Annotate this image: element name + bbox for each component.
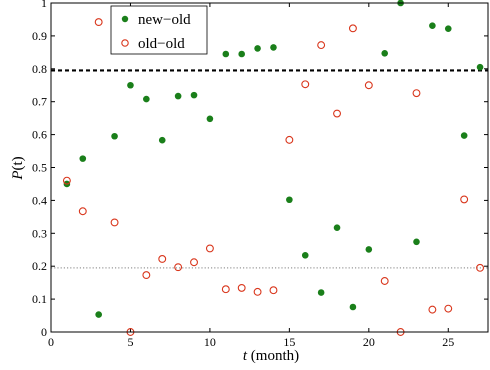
data-point-old-old [269,286,278,295]
x-tick-label: 25 [442,335,454,349]
data-point-old-old [190,258,198,267]
data-point-new-old [429,22,436,30]
data-point-old-old [237,283,246,292]
x-tick-label: 15 [283,335,295,349]
legend: new−old old−old [110,5,208,55]
data-point-old-old [444,304,453,313]
data-point-new-old [222,50,230,58]
data-point-new-old [174,92,182,100]
data-point-new-old [476,63,484,71]
data-point-new-old [190,91,198,99]
series-old-old-points [62,18,485,336]
series-new-old-points [63,0,484,318]
data-point-new-old [349,303,357,311]
data-point-old-old [364,81,373,90]
data-point-old-old [476,263,485,272]
data-point-old-old [205,244,214,253]
data-point-new-old [143,95,150,103]
data-point-new-old [270,44,277,51]
y-axis-label-variable: P [10,171,26,181]
data-point-new-old [365,246,373,253]
data-point-old-old [301,80,310,89]
y-tick-label: 0.6 [32,128,47,142]
x-axis-label-unit: (month) [247,348,299,364]
y-axis-label: P(t) [10,156,26,180]
y-tick-label: 0 [41,325,47,339]
data-point-new-old [381,50,389,57]
data-point-old-old [428,305,437,314]
data-point-old-old [380,277,389,285]
y-axis-ticks: 0 0.1 0.2 0.3 0.4 0.5 0.6 0.7 0.8 0.9 1 [32,0,488,339]
data-point-new-old [127,81,134,89]
legend-label-old-old: old−old [138,36,185,52]
x-axis-label: t (month) [243,348,299,364]
y-tick-label: 0.8 [32,62,47,76]
data-point-old-old [174,263,183,272]
x-axis-ticks: 0 5 10 15 20 25 [48,3,454,349]
y-tick-label: 0.2 [32,259,47,273]
data-point-new-old [254,45,261,52]
y-tick-label: 0.9 [32,29,47,43]
data-point-old-old [94,18,103,27]
data-point-new-old [158,136,166,144]
data-point-old-old [110,218,119,227]
data-point-old-old [285,135,294,144]
legend-marker-old-old [121,39,129,47]
reference-lines [51,69,488,269]
plot-frame [50,2,489,333]
data-point-new-old [333,224,341,232]
data-point-new-old [95,311,102,318]
y-tick-label: 0.1 [32,292,47,306]
x-tick-label: 20 [363,335,375,349]
data-point-new-old [444,25,452,32]
data-point-new-old [460,132,468,139]
y-tick-label: 1 [41,0,47,10]
data-point-new-old [317,289,325,296]
data-point-old-old [62,176,71,185]
y-tick-label: 0.5 [32,161,47,175]
x-tick-label: 0 [48,335,54,349]
y-tick-label: 0.4 [32,193,47,207]
x-tick-label: 5 [127,335,133,349]
data-point-old-old [333,109,341,118]
y-tick-label: 0.7 [32,95,47,109]
data-point-old-old [348,24,357,33]
x-tick-label: 10 [204,335,216,349]
y-axis-label-argument: (t) [10,156,26,170]
data-point-old-old [253,287,262,296]
data-point-old-old [158,255,167,263]
data-point-old-old [142,271,151,280]
data-point-new-old [111,132,118,140]
y-tick-label: 0.3 [32,226,47,240]
data-point-old-old [412,89,421,98]
data-point-new-old [206,115,214,123]
data-point-new-old [79,155,87,162]
data-point-new-old [413,238,420,246]
data-point-new-old [301,252,309,259]
data-point-new-old [238,50,245,58]
legend-marker-new-old [121,15,129,23]
data-point-old-old [317,41,326,50]
data-point-old-old [221,285,230,294]
data-point-old-old [78,207,87,216]
legend-label-new-old: new−old [138,12,191,28]
x-axis-label-variable: t [243,348,248,364]
data-point-old-old [460,195,469,204]
data-point-new-old [286,196,293,204]
